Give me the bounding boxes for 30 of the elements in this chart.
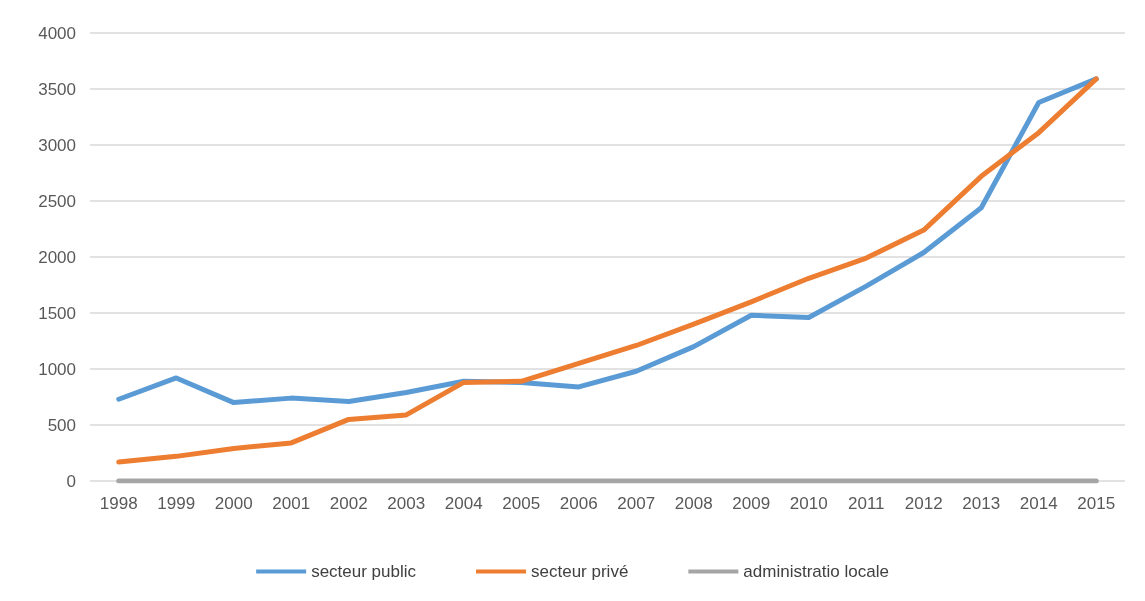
x-tick-label: 2010 <box>789 494 828 513</box>
legend-label: secteur public <box>311 562 417 581</box>
y-tick-label: 2000 <box>38 247 76 267</box>
x-tick-label: 1999 <box>157 494 196 513</box>
legend-label: administratio locale <box>743 562 889 581</box>
x-tick-label: 2002 <box>329 494 368 513</box>
x-tick-label: 2013 <box>962 494 1001 513</box>
y-tick-label: 4000 <box>38 23 76 43</box>
x-tick-label: 2007 <box>617 494 656 513</box>
x-tick-label: 2000 <box>214 494 253 513</box>
x-tick-label: 2005 <box>502 494 541 513</box>
y-tick-label: 3000 <box>38 135 76 155</box>
y-tick-label: 1500 <box>38 303 76 323</box>
x-tick-label: 2006 <box>559 494 598 513</box>
y-tick-label: 1000 <box>38 359 76 379</box>
x-tick-label: 2014 <box>1019 494 1058 513</box>
x-tick-label: 2001 <box>272 494 311 513</box>
y-tick-label: 3500 <box>38 79 76 99</box>
x-tick-label: 2004 <box>444 494 483 513</box>
legend-label: secteur privé <box>531 562 629 581</box>
x-tick-label: 2008 <box>674 494 713 513</box>
y-tick-label: 2500 <box>38 191 76 211</box>
y-tick-label: 500 <box>47 415 76 435</box>
x-tick-label: 2015 <box>1077 494 1116 513</box>
x-tick-label: 2012 <box>904 494 943 513</box>
x-tick-label: 1998 <box>99 494 138 513</box>
x-tick-label: 2009 <box>732 494 771 513</box>
x-tick-label: 2003 <box>387 494 426 513</box>
y-tick-label: 0 <box>66 471 76 491</box>
x-tick-label: 2011 <box>847 494 885 513</box>
